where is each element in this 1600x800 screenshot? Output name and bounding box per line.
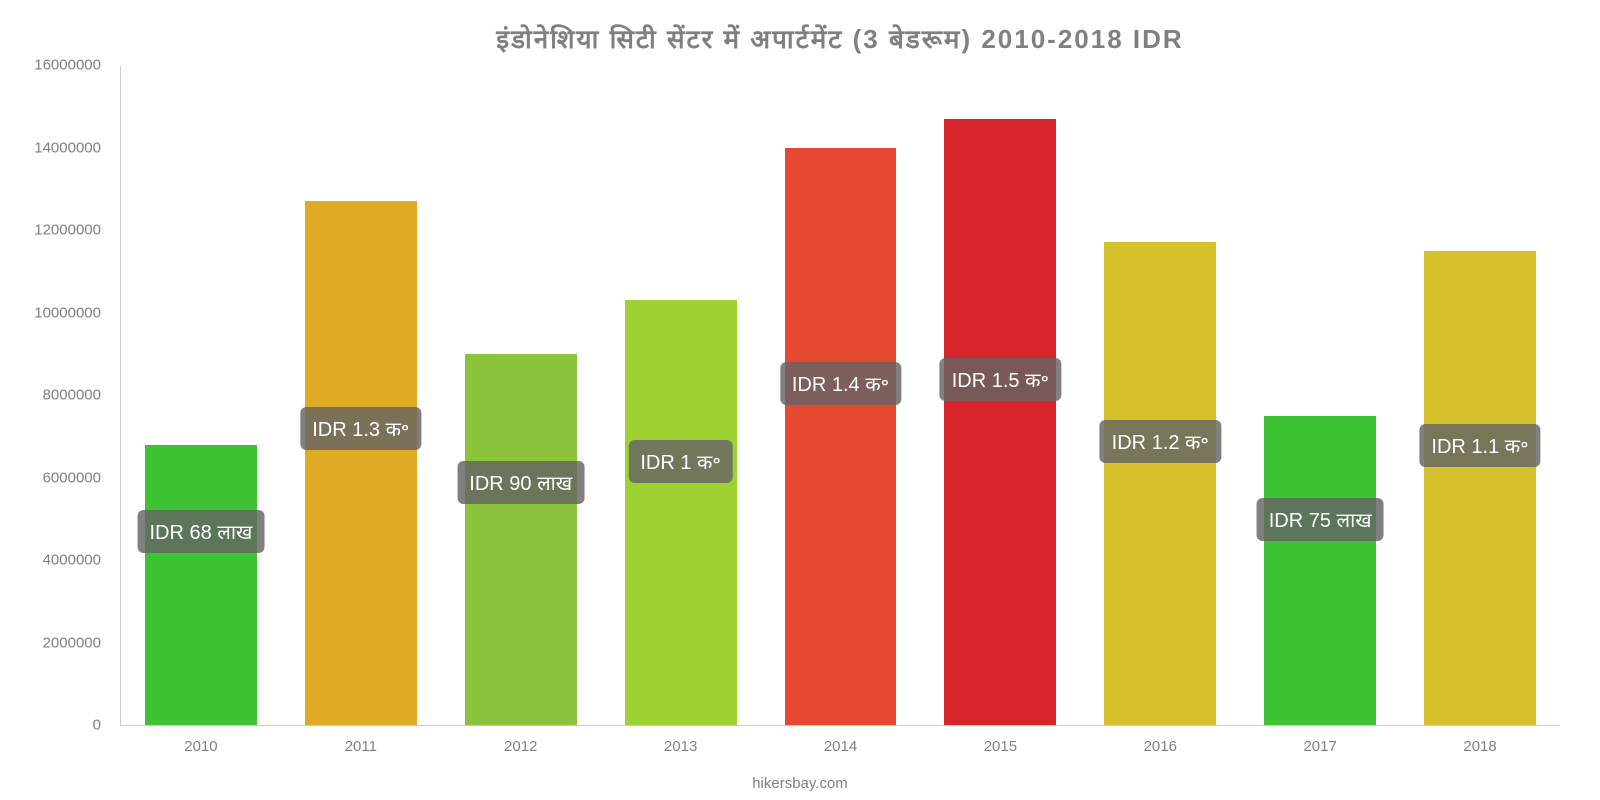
x-axis: 2010 2011 2012 2013 2014 2015 2016 2017 2018 (121, 730, 1560, 760)
plot-area: 0200000040000006000000800000010000000120… (120, 66, 1560, 726)
x-tick: 2014 (824, 738, 857, 755)
data-label: IDR 1.3 क॰ (300, 407, 421, 450)
bar (145, 445, 257, 726)
x-tick: 2010 (184, 738, 217, 755)
bar (305, 201, 417, 725)
y-tick: 0 (1, 717, 101, 734)
y-tick: 8000000 (1, 387, 101, 404)
bars-group: IDR 68 लाख IDR 1.3 क॰ IDR 90 लाख IDR 1 क॰ ID… (121, 66, 1560, 725)
x-tick: 2012 (504, 738, 537, 755)
y-tick: 6000000 (1, 469, 101, 486)
x-tick: 2011 (345, 738, 377, 755)
data-label: IDR 68 लाख (137, 510, 264, 553)
bar (1104, 242, 1216, 725)
bar (944, 119, 1056, 725)
x-tick: 2016 (1144, 738, 1177, 755)
data-label: IDR 90 लाख (457, 461, 584, 504)
x-tick: 2017 (1303, 738, 1336, 755)
bar (465, 354, 577, 725)
data-label: IDR 1.4 क॰ (780, 362, 901, 405)
x-tick: 2018 (1463, 738, 1496, 755)
data-label: IDR 1 क॰ (628, 440, 733, 483)
source-label: hikersbay.com (752, 775, 848, 792)
bar (625, 300, 737, 725)
y-tick: 2000000 (1, 634, 101, 651)
bar (785, 148, 897, 726)
data-label: IDR 75 लाख (1257, 498, 1384, 541)
y-tick: 4000000 (1, 552, 101, 569)
y-tick: 10000000 (1, 304, 101, 321)
x-tick: 2015 (984, 738, 1017, 755)
x-tick: 2013 (664, 738, 697, 755)
bar (1264, 416, 1376, 725)
data-label: IDR 1.2 क॰ (1100, 420, 1221, 463)
y-axis: 0200000040000006000000800000010000000120… (1, 66, 111, 725)
data-label: IDR 1.1 क॰ (1419, 424, 1540, 467)
y-tick: 16000000 (1, 57, 101, 74)
y-tick: 12000000 (1, 222, 101, 239)
bar (1424, 251, 1536, 725)
chart-container: इंडोनेशिया सिटी सेंटर में अपार्टमेंट (3 … (0, 0, 1600, 800)
y-tick: 14000000 (1, 139, 101, 156)
chart-title: इंडोनेशिया सिटी सेंटर में अपार्टमेंट (3 … (120, 20, 1560, 56)
data-label: IDR 1.5 क॰ (940, 358, 1061, 401)
